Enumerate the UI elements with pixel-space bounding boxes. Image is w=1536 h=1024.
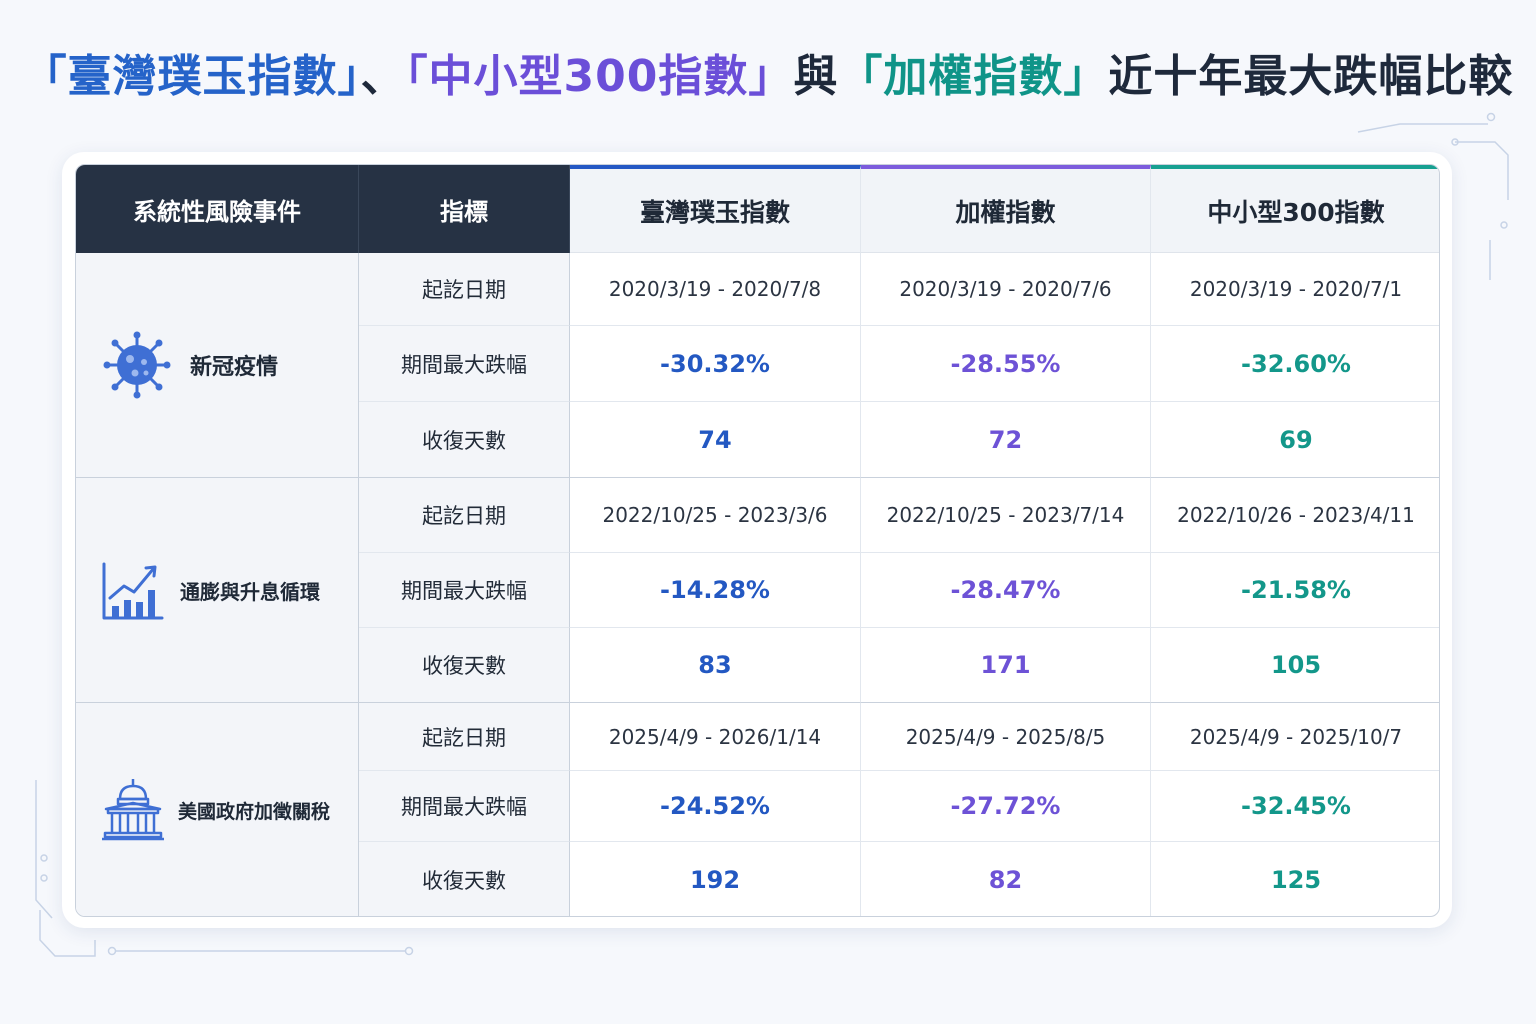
date-range-col3: 2020/3/19 - 2020/7/1 bbox=[1151, 253, 1439, 326]
metric-label: 收復天數 bbox=[359, 842, 570, 916]
title-separator-2: 與 bbox=[793, 51, 839, 102]
event-name: 新冠疫情 bbox=[190, 355, 279, 380]
header-col1: 臺灣璞玉指數 bbox=[570, 165, 861, 253]
recovery-days-col2: 72 bbox=[861, 402, 1151, 478]
metric-label: 期間最大跌幅 bbox=[359, 553, 570, 628]
title-separator-1: 、 bbox=[360, 51, 406, 102]
date-range-col2: 2022/10/25 - 2023/7/14 bbox=[861, 478, 1151, 553]
title-part-index-1: 「臺灣璞玉指數」 bbox=[22, 51, 361, 102]
header-col2: 加權指數 bbox=[861, 165, 1151, 253]
event-covid: 新冠疫情 bbox=[76, 253, 359, 478]
drawdown-col3: -32.45% bbox=[1151, 771, 1439, 842]
title-part-index-2: 「中小型300指數」 bbox=[405, 51, 794, 102]
event-inflation: 通膨與升息循環 bbox=[76, 478, 359, 703]
drawdown-col1: -30.32% bbox=[570, 326, 861, 402]
date-range-col3: 2025/4/9 - 2025/10/7 bbox=[1151, 703, 1439, 771]
bar-chart-rising-icon bbox=[100, 558, 164, 622]
date-range-col1: 2022/10/25 - 2023/3/6 bbox=[570, 478, 861, 553]
event-name: 通膨與升息循環 bbox=[180, 579, 320, 604]
drawdown-col3: -32.60% bbox=[1151, 326, 1439, 402]
metric-label: 起訖日期 bbox=[359, 478, 570, 553]
drawdown-col2: -28.55% bbox=[861, 326, 1151, 402]
header-event: 系統性風險事件 bbox=[76, 165, 359, 253]
event-tariff: 美國政府加徵關稅 bbox=[76, 703, 359, 916]
drawdown-col3: -21.58% bbox=[1151, 553, 1439, 628]
recovery-days-col1: 74 bbox=[570, 402, 861, 478]
metric-label: 收復天數 bbox=[359, 402, 570, 478]
title-part-suffix: 近十年最大跌幅比較 bbox=[1108, 51, 1514, 102]
recovery-days-col3: 125 bbox=[1270, 865, 1322, 894]
recovery-days-col3: 105 bbox=[1151, 628, 1439, 703]
drawdown-col1: -24.52% bbox=[570, 771, 861, 842]
drawdown-col2: -28.47% bbox=[861, 553, 1151, 628]
header-col3: 中小型300指數 bbox=[1151, 165, 1439, 253]
recovery-days-col2: 82 bbox=[861, 842, 1151, 916]
date-range-col3: 2022/10/26 - 2023/4/11 bbox=[1151, 478, 1439, 553]
date-range-col2: 2020/3/19 - 2020/7/6 bbox=[861, 253, 1151, 326]
header-metric: 指標 bbox=[359, 165, 570, 253]
title-part-index-3: 「加權指數」 bbox=[838, 51, 1109, 102]
recovery-days-col1: 83 bbox=[570, 628, 861, 703]
drawdown-col1: -14.28% bbox=[570, 553, 861, 628]
metric-label: 起訖日期 bbox=[359, 703, 570, 771]
date-range-col1: 2025/4/9 - 2026/1/14 bbox=[570, 703, 861, 771]
virus-icon bbox=[100, 328, 174, 402]
comparison-table: 系統性風險事件 指標 臺灣璞玉指數 加權指數 中小型300指數 bbox=[75, 164, 1440, 917]
recovery-days-col2: 171 bbox=[861, 628, 1151, 703]
metric-label: 期間最大跌幅 bbox=[359, 326, 570, 402]
metric-label: 收復天數 bbox=[359, 628, 570, 703]
event-name: 美國政府加徵關稅 bbox=[178, 800, 331, 823]
date-range-col1: 2020/3/19 - 2020/7/8 bbox=[570, 253, 861, 326]
metric-label: 起訖日期 bbox=[359, 253, 570, 326]
recovery-days-col3: 69 bbox=[1151, 402, 1439, 478]
recovery-days-col1: 192 bbox=[570, 842, 861, 916]
page-title: 「臺灣璞玉指數」、「中小型300指數」與「加權指數」近十年最大跌幅比較 bbox=[0, 40, 1536, 104]
metric-label: 期間最大跌幅 bbox=[359, 771, 570, 842]
date-range-col2: 2025/4/9 - 2025/8/5 bbox=[861, 703, 1151, 771]
capitol-building-icon bbox=[100, 777, 166, 843]
drawdown-col2: -27.72% bbox=[861, 771, 1151, 842]
